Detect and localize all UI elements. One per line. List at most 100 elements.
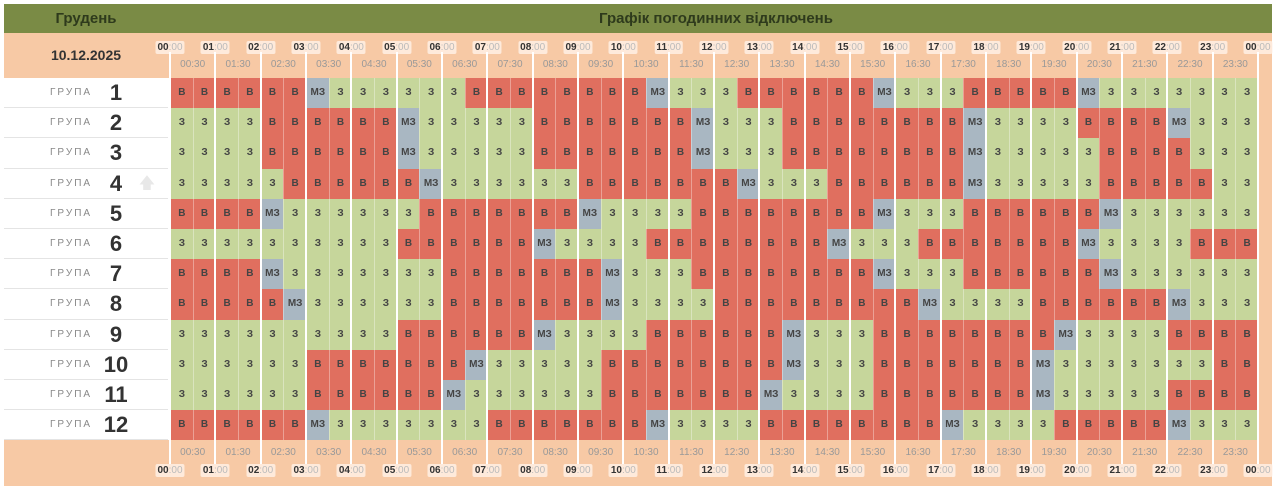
- schedule-cell: З: [283, 380, 306, 411]
- hour-label: 10:00: [608, 464, 638, 477]
- schedule-cell: З: [623, 289, 646, 320]
- schedule-cell: МЗ: [1076, 229, 1100, 260]
- arrow-up-icon[interactable]: 🡅: [138, 175, 156, 192]
- schedule-cell: МЗ: [691, 108, 714, 139]
- schedule-cell: З: [170, 319, 193, 350]
- schedule-cell: З: [1076, 380, 1100, 411]
- hour-label: 21:00: [1107, 464, 1137, 477]
- schedule-cell: В: [1144, 168, 1168, 199]
- schedule-cell: В: [1031, 198, 1054, 229]
- schedule-cell: МЗ: [940, 410, 964, 441]
- schedule-cell: В: [396, 168, 420, 199]
- schedule-cell: В: [623, 108, 646, 139]
- hour-value: 01: [202, 42, 214, 53]
- schedule-cell: З: [940, 198, 964, 229]
- schedule-cell: В: [464, 289, 488, 320]
- header-bar: Грудень Графік погодинних відключень: [4, 4, 1272, 33]
- schedule-cell: З: [850, 380, 873, 411]
- schedule-cell: З: [1008, 289, 1032, 320]
- hour-label: 18:00: [971, 41, 1001, 54]
- schedule-cell: МЗ: [306, 78, 329, 109]
- schedule-cell: В: [600, 410, 624, 441]
- schedule-cell: В: [940, 229, 964, 260]
- schedule-cell: З: [419, 410, 442, 441]
- schedule-cell: З: [600, 229, 624, 260]
- group-number: 7: [109, 261, 123, 287]
- schedule-cell: З: [306, 289, 329, 320]
- schedule-cell: В: [396, 380, 420, 411]
- half-hour-label: 13:30: [769, 447, 795, 458]
- schedule-cell: В: [1212, 380, 1236, 411]
- schedule-cell: З: [1122, 229, 1145, 260]
- hour-value: 19: [1018, 465, 1030, 476]
- schedule-cell: З: [850, 349, 873, 380]
- schedule-cell: З: [442, 410, 465, 441]
- schedule-cell: З: [419, 78, 442, 109]
- schedule-cell: В: [895, 108, 918, 139]
- schedule-cell: З: [328, 259, 352, 290]
- schedule-cell: В: [1031, 78, 1054, 109]
- schedule-cell: В: [668, 229, 692, 260]
- schedule-cell: В: [850, 168, 873, 199]
- schedule-cell: В: [804, 410, 828, 441]
- schedule-cell: З: [714, 138, 737, 169]
- schedule-cell: З: [464, 168, 488, 199]
- schedule-cell: З: [1076, 319, 1100, 350]
- schedule-cell: В: [215, 410, 238, 441]
- schedule-cell: В: [419, 229, 442, 260]
- schedule-cell: В: [691, 319, 714, 350]
- schedule-cell: В: [238, 289, 261, 320]
- schedule-cell: В: [759, 229, 782, 260]
- schedule-cell: В: [510, 259, 533, 290]
- schedule-cell: В: [668, 319, 692, 350]
- group-number: 2: [109, 110, 123, 136]
- schedule-cell: З: [510, 380, 533, 411]
- half-hour-label: 00:30: [180, 59, 206, 70]
- schedule-cell: З: [646, 259, 669, 290]
- schedule-cell: В: [351, 108, 374, 139]
- schedule-cell: В: [1167, 168, 1190, 199]
- hour-suffix: :00: [667, 465, 681, 476]
- schedule-cell: З: [532, 349, 556, 380]
- hour-label: 19:00: [1016, 41, 1046, 54]
- schedule-cell: В: [328, 138, 352, 169]
- half-hour-label: 23:30: [1222, 447, 1248, 458]
- schedule-cell: В: [759, 259, 782, 290]
- schedule-cell: З: [351, 410, 374, 441]
- schedule-cell: В: [850, 78, 873, 109]
- hour-value: 16: [882, 465, 894, 476]
- schedule-cell: З: [487, 380, 510, 411]
- schedule-cell: З: [963, 289, 986, 320]
- schedule-cell: З: [170, 229, 193, 260]
- schedule-cell: З: [1144, 229, 1168, 260]
- schedule-cell: З: [827, 319, 850, 350]
- half-hour-label: 09:30: [588, 447, 614, 458]
- schedule-cell: З: [1144, 319, 1168, 350]
- schedule-cell: МЗ: [283, 289, 306, 320]
- schedule-cell: В: [419, 319, 442, 350]
- group-row: ГРУПА 2 З З З З В В В В В В МЗ З З З З З В В В В В В В МЗ З З З В В В В В…: [4, 108, 1272, 139]
- schedule-cell: В: [442, 198, 465, 229]
- schedule-cell: З: [555, 349, 578, 380]
- schedule-cell: З: [782, 380, 805, 411]
- schedule-cell: В: [578, 78, 601, 109]
- right-padding: [1258, 138, 1272, 169]
- schedule-cell: МЗ: [464, 349, 488, 380]
- schedule-cell: В: [827, 410, 850, 441]
- schedule-cell: В: [555, 410, 578, 441]
- schedule-cell: З: [1031, 138, 1054, 169]
- hour-value: 23: [1200, 42, 1212, 53]
- hour-suffix: :00: [621, 465, 636, 476]
- schedule-cell: З: [918, 198, 941, 229]
- schedule-cell: В: [215, 289, 238, 320]
- schedule-cell: З: [1076, 138, 1100, 169]
- hour-label: 23:00: [1198, 41, 1228, 54]
- hour-suffix: :00: [667, 42, 681, 53]
- hour-suffix: :00: [213, 42, 228, 53]
- right-padding: [1258, 289, 1272, 320]
- hour-suffix: :00: [621, 42, 636, 53]
- schedule-cell: З: [192, 108, 216, 139]
- half-hour-label: 07:30: [497, 59, 523, 70]
- group-row: ГРУПА 8 В В В В В МЗ З З З З З З В В В В В В В МЗ З З З З В В В В В В В В…: [4, 289, 1272, 320]
- schedule-cell: В: [918, 380, 941, 411]
